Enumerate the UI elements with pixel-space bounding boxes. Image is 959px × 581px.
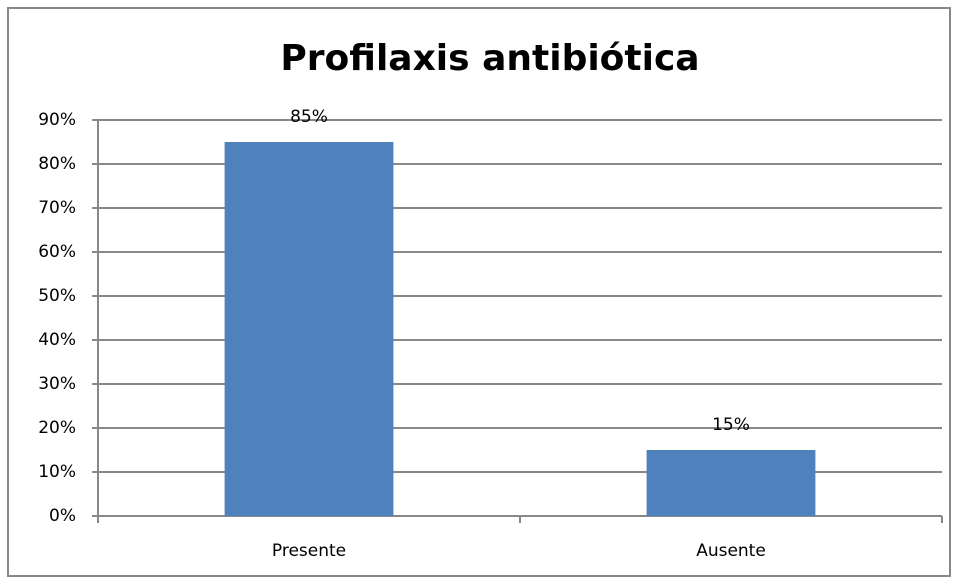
y-tick-label: 40% <box>38 330 76 350</box>
y-tick-label: 80% <box>38 154 76 174</box>
y-tick-label: 90% <box>38 110 76 130</box>
y-tick-label: 60% <box>38 242 76 262</box>
y-tick-label: 70% <box>38 198 76 218</box>
data-label: 15% <box>712 415 750 435</box>
data-label: 85% <box>290 107 328 127</box>
bar <box>646 450 816 516</box>
bar <box>224 142 394 516</box>
x-tick-label: Presente <box>272 541 346 561</box>
chart-title: Profilaxis antibiótica <box>280 38 699 79</box>
y-tick-label: 20% <box>38 418 76 438</box>
y-tick-label: 50% <box>38 286 76 306</box>
y-tick-label: 30% <box>38 374 76 394</box>
y-tick-label: 0% <box>49 506 76 526</box>
x-tick-label: Ausente <box>696 541 766 561</box>
y-tick-label: 10% <box>38 462 76 482</box>
